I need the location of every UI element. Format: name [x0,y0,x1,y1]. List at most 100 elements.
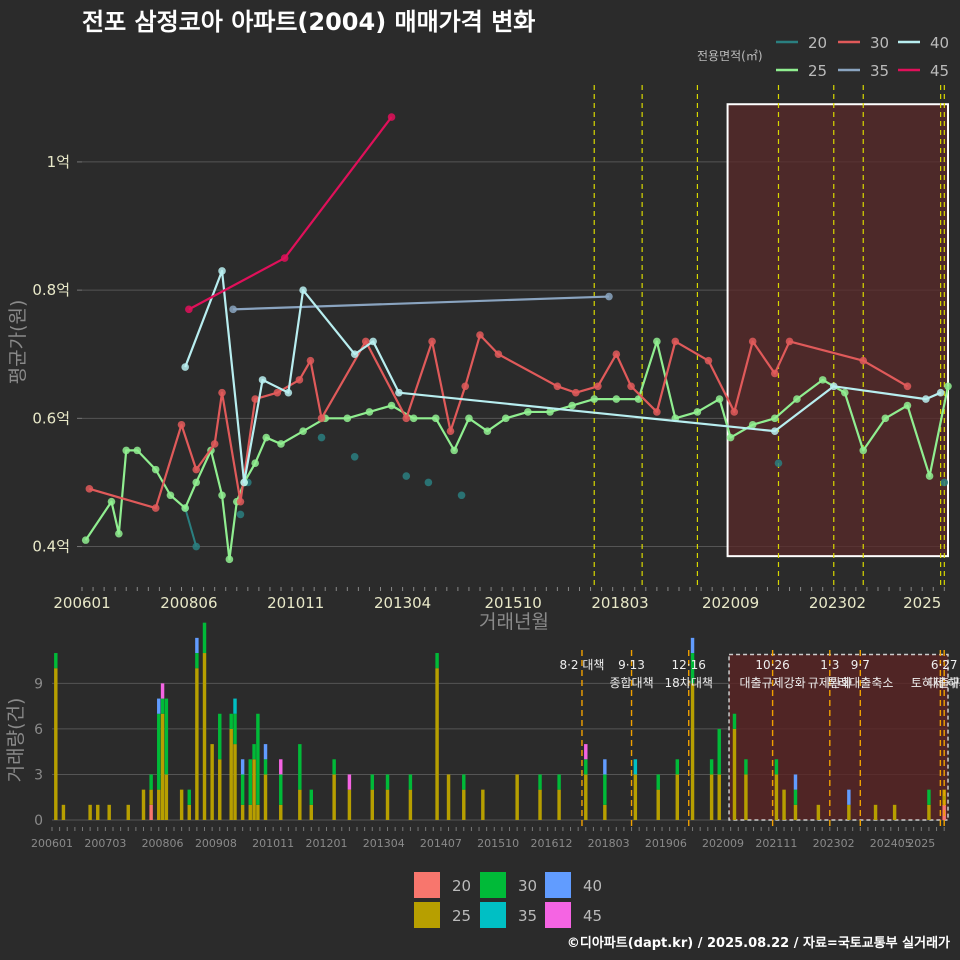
volume-bar-30 [408,774,413,790]
policy-sublabel: 종합대책 [609,675,653,690]
data-point-25 [653,337,661,346]
data-point-30 [903,382,912,391]
volume-bar-25 [107,804,111,820]
volume-bar-25 [210,744,214,820]
volume-bar-40 [690,637,695,654]
data-point-40 [284,388,293,397]
volume-bar-25 [717,774,721,820]
volume-bar-25 [927,804,931,820]
volume-bar-25 [141,789,146,820]
series-line-35 [233,295,610,311]
volume-bar-25 [446,774,451,820]
data-point-20 [350,452,359,461]
data-point-25 [546,408,554,416]
x-tick-label: 201510 [485,594,542,612]
volume-bar-35 [233,698,237,714]
volume-bar-25 [149,789,153,805]
volume-bar-30 [675,759,680,775]
policy-label: 8·2 대책 [559,657,604,672]
data-point-30 [295,376,304,384]
volume-bar-25 [309,804,313,820]
data-point-40 [218,267,226,275]
price-plot: 0.4억 0.6억 0.8억 1억 200601 200806 201011 201304 20… [32,85,952,612]
volume-bar-25 [96,804,100,820]
data-point-25 [881,414,890,423]
data-point-25 [218,491,226,500]
policy-sublabel: 대출규제강화 [739,676,805,690]
y-tick-label: 0.8억 [32,281,70,299]
data-point-30 [494,350,503,359]
volume-bar-40 [603,759,607,775]
data-point-20 [424,478,433,487]
bar-legend-label-35: 35 [518,907,537,925]
volume-bar-45 [279,759,283,775]
volume-bar-30 [160,698,165,714]
data-point-40 [299,286,307,294]
data-point-25 [925,472,934,480]
volume-bar-30 [774,759,779,775]
volume-bar-30 [538,774,542,790]
bar-legend: 20 30 40 25 35 45 [414,872,602,928]
data-point-25 [277,440,285,448]
volume-bar-30 [744,759,748,775]
data-point-30 [218,388,226,397]
data-point-30 [317,414,326,423]
data-point-30 [594,382,602,391]
data-point-30 [553,382,562,391]
volume-bar-30 [927,789,931,805]
volume-bar-25 [744,774,748,820]
volume-bar-30 [263,759,268,775]
volume-bar-30 [256,713,260,805]
data-point-20 [192,542,201,551]
data-point-25 [944,382,952,391]
volume-bar-25 [892,804,897,820]
data-point-20 [236,510,245,519]
volume-bar-30 [195,653,199,669]
volume-y-tick-label: 3 [34,767,43,783]
volume-x-tick-label: 200806 [142,837,184,850]
volume-x-tick-label: 201011 [252,837,294,850]
volume-bar-25 [873,804,878,820]
data-point-30 [177,420,186,429]
legend-label-45: 45 [930,62,949,80]
data-point-30 [461,382,470,391]
volume-bar-25 [88,804,92,820]
legend-label-30: 30 [870,34,889,52]
volume-bar-25 [656,789,660,820]
volume-bar-25 [782,789,786,820]
data-point-25 [465,414,473,423]
data-point-30 [446,427,455,435]
x-tick-label: 201304 [374,594,431,612]
volume-bar-25 [633,774,638,820]
volume-x-tick-label: 201612 [530,837,572,850]
volume-bar-30 [149,774,153,790]
policy-sublabel: 토허제 해제 [911,676,960,690]
data-point-30 [859,356,868,365]
data-point-30 [402,414,411,423]
policy-sublabel: 규제완화 [808,676,852,690]
data-point-25 [841,388,849,397]
data-point-45 [185,305,193,314]
data-point-25 [431,414,440,423]
volume-x-tick-label: 2025 [907,837,935,850]
data-point-30 [151,504,160,512]
data-point-25 [903,401,912,410]
data-point-35 [229,305,237,314]
policy-label: 10·26 [755,658,789,672]
volume-bar-40 [157,698,161,714]
data-point-25 [343,414,352,423]
volume-bar-30 [709,759,714,775]
legend-label-25: 25 [808,62,827,80]
data-point-25 [715,395,724,403]
data-point-25 [748,420,757,429]
legend-label-40: 40 [930,34,949,52]
volume-y-tick-label: 9 [34,676,43,692]
volume-bar-25 [690,683,695,820]
bar-legend-swatch-20 [414,872,440,898]
data-point-20 [402,472,411,480]
volume-bar-25 [279,804,283,820]
policy-sublabel: 18차대책 [665,675,713,690]
volume-bar-25 [793,804,798,820]
bar-legend-swatch-35 [480,902,506,928]
volume-x-tick-label: 202405 [870,837,912,850]
